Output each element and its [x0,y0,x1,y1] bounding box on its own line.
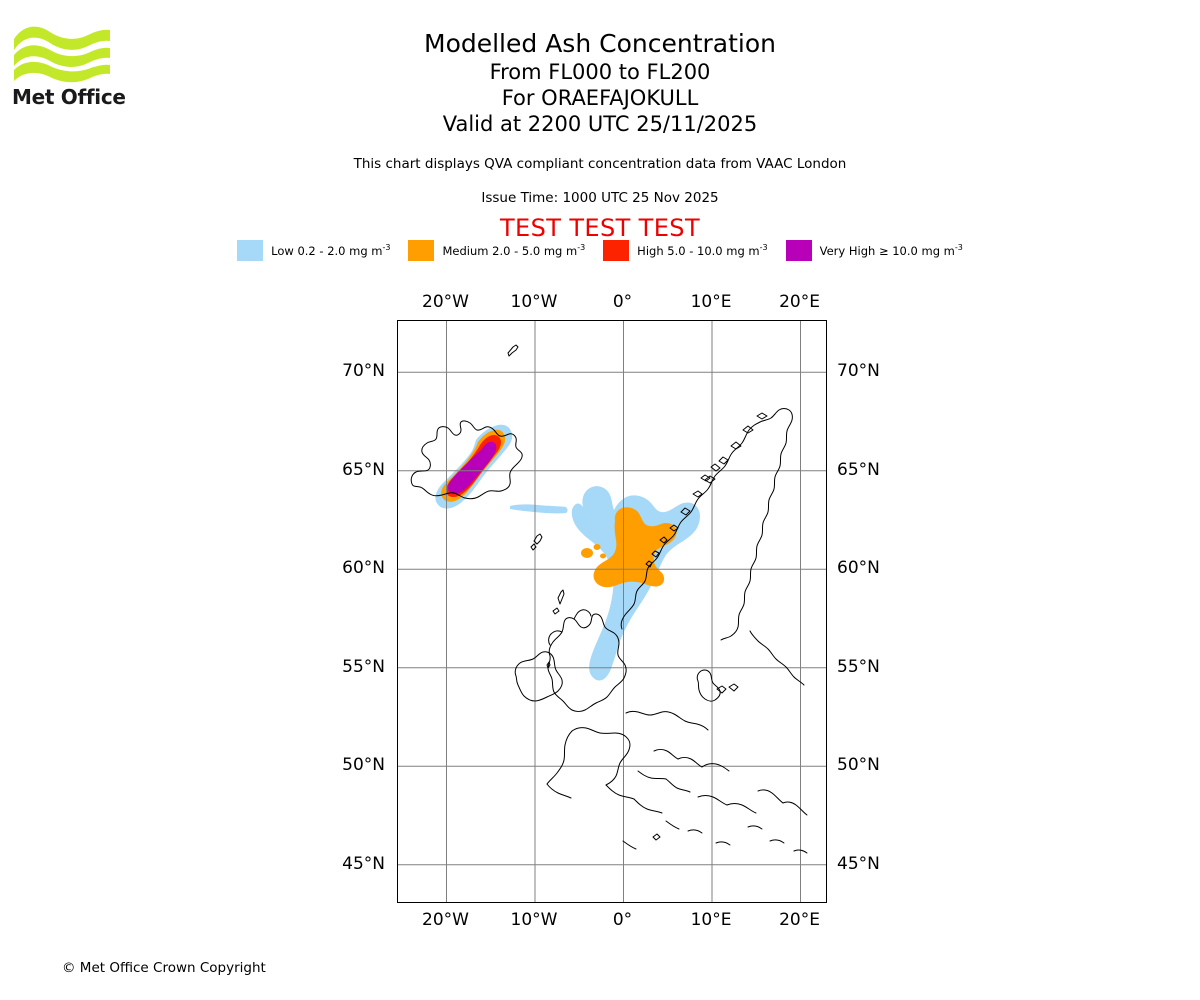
coast-orkney [552,607,560,615]
page-title: Modelled Ash Concentration [424,29,776,58]
coast-baltic [749,630,805,686]
lat-label-left-70n: 70°N [342,361,385,382]
lon-label-top-20e: 20°E [779,292,820,312]
qva-compliance-note: This chart displays QVA compliant concen… [353,156,847,172]
map-gridlines [398,321,826,902]
coast-jan-mayen [507,344,519,357]
legend-item-low: Low 0.2 - 2.0 mg m-3 [237,240,390,261]
met-office-wave-mark [14,26,110,83]
volcano-name: For ORAEFAJOKULL [501,86,699,110]
lat-label-right-65n: 65°N [837,459,880,480]
lon-label-bottom-20w: 20°W [422,910,469,930]
test-banner: TEST TEST TEST [499,214,700,242]
coast-shetland [557,589,565,605]
map-frame [397,320,827,903]
legend-item-medium: Medium 2.0 - 5.0 mg m-3 [408,240,585,261]
lat-label-right-60n: 60°N [837,558,880,579]
legend-item-very-high: Very High ≥ 10.0 mg m-3 [785,240,963,261]
ash-plume-layer [435,424,700,681]
issue-time: Issue Time: 1000 UTC 25 Nov 2025 [481,190,719,206]
met-office-logo: Met Office [12,22,132,117]
lon-label-bottom-10w: 10°W [510,910,558,930]
lon-label-top-10e: 10°E [690,292,732,312]
concentration-legend: Low 0.2 - 2.0 mg m-3 Medium 2.0 - 5.0 mg… [0,240,1200,261]
lon-label-bottom-20e: 20°E [779,910,820,930]
coast-denmark [696,669,721,702]
legend-label-high: High 5.0 - 10.0 mg m-3 [637,242,768,258]
coast-iceland [410,420,523,500]
coastlines [410,344,808,854]
plume-iceland-very-high [447,441,497,495]
lat-label-right-70n: 70°N [837,361,880,382]
legend-swatch-low [237,240,264,261]
lon-label-top-20w: 20°W [422,292,469,312]
coast-nw-europe [625,710,709,731]
legend-item-high: High 5.0 - 10.0 mg m-3 [603,240,768,261]
ash-concentration-map: 20°W 10°W 0° 10°E 20°E 20°W 10°W 0° 10°E… [342,292,880,930]
lat-label-left-60n: 60°N [342,558,385,579]
coast-france [571,727,631,786]
legend-label-medium: Medium 2.0 - 5.0 mg m-3 [442,242,586,258]
met-office-logo-text: Met Office [12,85,126,109]
legend-label-low: Low 0.2 - 2.0 mg m-3 [271,242,391,258]
legend-label-very-high: Very High ≥ 10.0 mg m-3 [819,242,963,258]
coast-scandinavia [620,408,793,641]
lat-label-right-45n: 45°N [837,853,880,874]
flight-level-range: From FL000 to FL200 [489,60,711,84]
coast-ireland [514,651,563,702]
legend-swatch-medium [408,240,435,261]
legend-swatch-high [603,240,630,261]
lat-label-right-50n: 50°N [837,755,880,776]
lon-label-bottom-10e: 10°E [690,910,732,930]
lat-label-left-50n: 50°N [342,755,385,776]
copyright-notice: © Met Office Crown Copyright [62,960,266,976]
map-canvas [398,321,826,902]
lat-label-left-65n: 65°N [342,459,385,480]
coast-faroe [533,533,543,545]
chart-title-block: Modelled Ash Concentration From FL000 to… [0,28,1200,137]
valid-time: Valid at 2200 UTC 25/11/2025 [442,112,758,136]
plume-east-medium [581,507,677,588]
lat-label-left-55n: 55°N [342,656,385,677]
lat-label-left-45n: 45°N [342,853,385,874]
lon-label-top-10w: 10°W [510,292,558,312]
legend-swatch-very-high [785,240,812,261]
lon-label-top-0: 0° [612,292,633,312]
lat-label-right-55n: 55°N [837,656,880,677]
lon-label-bottom-0: 0° [612,910,633,930]
